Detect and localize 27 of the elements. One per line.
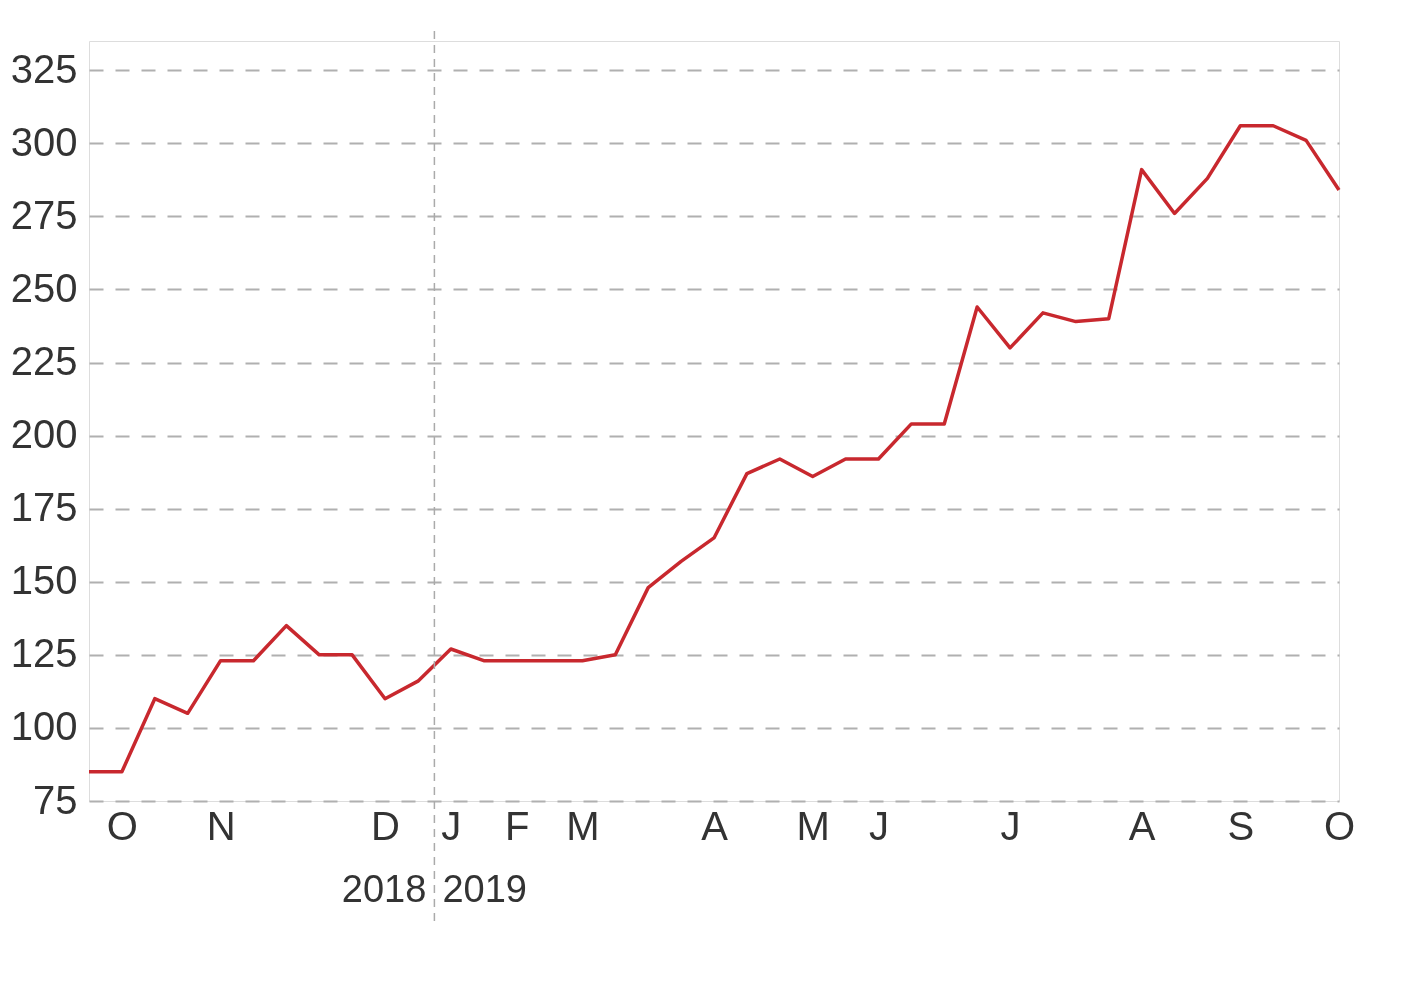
text: 2019 <box>442 868 527 910</box>
x-tick-label: N <box>206 803 236 848</box>
text: 2018 <box>341 868 427 910</box>
y-tick-label: 300 <box>10 119 78 164</box>
x-tick-label: O <box>106 803 138 848</box>
x-tick-label: F <box>504 803 530 848</box>
x-tick-label: J <box>868 803 889 848</box>
x-tick-label: D <box>371 803 400 848</box>
x-tick-label: J <box>441 803 462 848</box>
x-tick-label: S <box>1227 803 1255 848</box>
x-tick-label: A <box>1128 803 1156 848</box>
x-tick-label: O <box>1323 803 1356 848</box>
y-tick-label: 75 <box>33 777 78 822</box>
y-tick-label: 125 <box>10 631 78 676</box>
y-tick-label: 325 <box>10 46 78 91</box>
y-tick-label: 175 <box>10 485 78 530</box>
x-tick-label: J <box>1000 803 1021 848</box>
y-tick-label: 200 <box>10 412 78 457</box>
y-tick-label: 150 <box>10 558 78 603</box>
line-series <box>87 124 1341 774</box>
y-tick-label: 225 <box>10 339 78 384</box>
y-tick-label: 275 <box>10 192 78 237</box>
y-tick-label: 100 <box>10 704 78 749</box>
x-tick-label: M <box>566 803 600 848</box>
x-tick-label: M <box>796 803 830 848</box>
y-tick-label: 250 <box>10 265 78 310</box>
x-tick-label: A <box>701 803 729 848</box>
